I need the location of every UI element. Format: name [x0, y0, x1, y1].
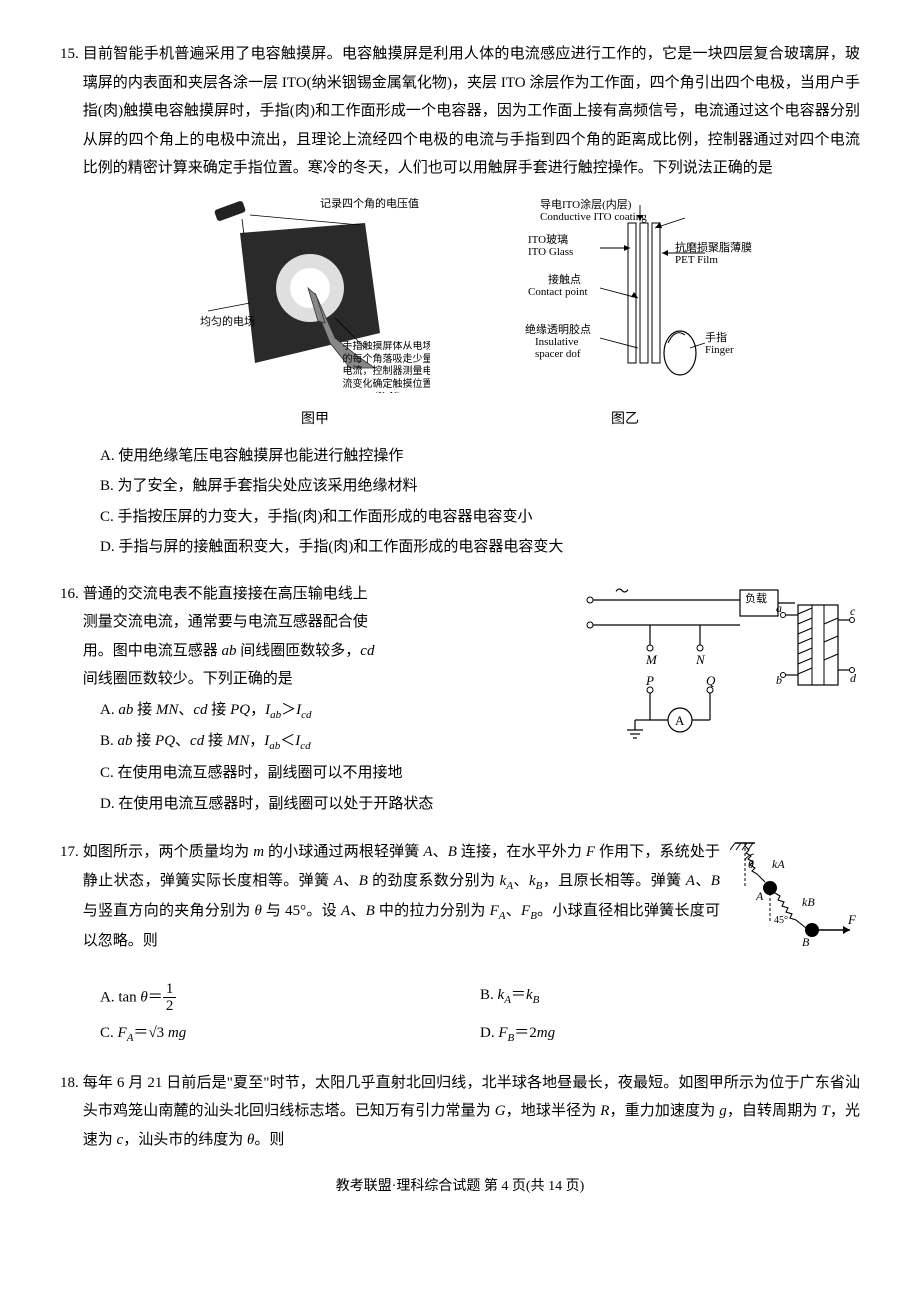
- lbl-contact-cn: 接触点: [548, 272, 581, 286]
- lbl-spacer-cn: 绝缘透明胶点: [525, 322, 591, 336]
- lbl-spacer-en2: spacer dof: [535, 348, 581, 360]
- svg-text:c: c: [850, 604, 856, 618]
- q15-option-a: A. 使用绝缘笔压电容触摸屏也能进行触控操作: [100, 442, 860, 471]
- q16-option-b: B. ab 接 PQ、cd 接 MN，Iab＜Icd: [100, 727, 570, 757]
- svg-text:P: P: [645, 673, 654, 688]
- svg-text:kB: kB: [802, 895, 815, 909]
- lbl-finger-cn: 手指: [705, 330, 727, 344]
- svg-text:B: B: [802, 935, 810, 949]
- svg-text:45°: 45°: [774, 915, 788, 926]
- svg-text:M: M: [645, 652, 658, 667]
- q15-option-c: C. 手指按压屏的力变大，手指(肉)和工作面形成的电容器电容变小: [100, 503, 860, 532]
- q17-option-d: D. FB＝2mg: [480, 1019, 860, 1049]
- q16-options: A. ab 接 MN、cd 接 PQ，Iab＞Icd B. ab 接 PQ、cd…: [100, 696, 570, 819]
- q17-option-c: C. FA＝√3 mg: [100, 1019, 480, 1049]
- q18-text: 每年 6 月 21 日前后是"夏至"时节，太阳几乎直射北回归线，北半球各地昼最长…: [83, 1069, 860, 1155]
- touchscreen-layers-diagram-icon: 导电ITO涂层(内层) Conductive ITO coating ITO玻璃…: [490, 193, 760, 393]
- q17-option-a: A. tan θ＝12: [100, 981, 480, 1015]
- q15-options: A. 使用绝缘笔压电容触摸屏也能进行触控操作 B. 为了安全，触屏手套指尖处应该…: [100, 442, 860, 562]
- svg-text:N: N: [695, 652, 706, 667]
- lbl-ito-coating-en: Conductive ITO coating: [540, 211, 647, 223]
- q16-text: 普通的交流电表不能直接接在高压输电线上 测量交流电流，通常要与电流互感器配合使 …: [83, 580, 570, 694]
- svg-text:Q: Q: [706, 673, 716, 688]
- q16-option-c: C. 在使用电流互感器时，副线圈可以不用接地: [100, 759, 570, 788]
- q15-number: 15.: [60, 40, 79, 69]
- q16-option-d: D. 在使用电流互感器时，副线圈可以处于开路状态: [100, 790, 570, 819]
- q17-spring-diagram: θ kA A kB 45° B F: [730, 838, 860, 979]
- svg-text:a: a: [776, 601, 782, 615]
- svg-text:F: F: [847, 912, 857, 927]
- svg-text:d: d: [850, 671, 857, 685]
- q16-number: 16.: [60, 580, 79, 609]
- question-18: 18. 每年 6 月 21 日前后是"夏至"时节，太阳几乎直射北回归线，北半球各…: [60, 1069, 860, 1155]
- question-15: 15. 目前智能手机普遍采用了电容触摸屏。电容触摸屏是利用人体的电流感应进行工作…: [60, 40, 860, 562]
- q15-option-d: D. 手指与屏的接触面积变大，手指(肉)和工作面形成的电容器电容变大: [100, 533, 860, 562]
- q18-number: 18.: [60, 1069, 79, 1098]
- q17-text: 如图所示，两个质量均为 m 的小球通过两根轻弹簧 A、B 连接，在水平外力 F …: [83, 838, 720, 955]
- q15-option-b: B. 为了安全，触屏手套指尖处应该采用绝缘材料: [100, 472, 860, 501]
- q15-figure-yi: 导电ITO涂层(内层) Conductive ITO coating ITO玻璃…: [490, 193, 760, 434]
- lbl-ito-coating-cn: 导电ITO涂层(内层): [540, 197, 632, 211]
- q15-text: 目前智能手机普遍采用了电容触摸屏。电容触摸屏是利用人体的电流感应进行工作的，它是…: [83, 40, 860, 183]
- q15-fig1-caption: 图甲: [200, 407, 430, 434]
- q15-figure-jia: 记录四个角的电压值 均匀的电场 手指触摸屏体从电场的每个角落吸走少量电流，控制器…: [200, 193, 430, 434]
- q17-number: 17.: [60, 838, 79, 867]
- lbl-contact-en: Contact point: [528, 286, 588, 298]
- lbl-spacer-en1: Insulative: [535, 336, 578, 348]
- transformer-circuit-icon: ～ 负载 M N P: [580, 580, 860, 750]
- lbl-pet-cn: 抗磨损聚脂薄膜: [675, 240, 752, 254]
- q17-options: A. tan θ＝12 B. kA＝kB C. FA＝√3 mg D. FB＝2…: [100, 979, 860, 1051]
- svg-text:A: A: [675, 713, 685, 728]
- q15-fig1-annot-left: 均匀的电场: [200, 314, 255, 328]
- q16-option-a: A. ab 接 MN、cd 接 PQ，Iab＞Icd: [100, 696, 570, 726]
- question-16: 16. 普通的交流电表不能直接接在高压输电线上 测量交流电流，通常要与电流互感器…: [60, 580, 860, 821]
- lbl-pet-en: PET Film: [675, 254, 718, 266]
- svg-text:负载: 负载: [745, 591, 767, 605]
- svg-text:kA: kA: [772, 857, 785, 871]
- page-footer: 教考联盟·理科综合试题 第 4 页(共 14 页): [60, 1174, 860, 1201]
- svg-text:～: ～: [615, 585, 629, 600]
- question-17: 17. 如图所示，两个质量均为 m 的小球通过两根轻弹簧 A、B 连接，在水平外…: [60, 838, 860, 1050]
- q15-figures: 记录四个角的电压值 均匀的电场 手指触摸屏体从电场的每个角落吸走少量电流，控制器…: [100, 193, 860, 434]
- q15-fig1-annot-right: 手指触摸屏体从电场的每个角落吸走少量电流，控制器测量电流变化确定触摸位置(X, …: [340, 341, 430, 393]
- springs-diagram-icon: θ kA A kB 45° B F: [730, 838, 860, 968]
- q16-circuit-diagram: ～ 负载 M N P: [580, 580, 860, 761]
- q15-fig2-caption: 图乙: [490, 407, 760, 434]
- q17-option-b: B. kA＝kB: [480, 981, 860, 1015]
- q15-fig1-annot-top: 记录四个角的电压值: [320, 196, 419, 210]
- lbl-finger-en: Finger: [705, 344, 734, 356]
- touchscreen-diagram-icon: 记录四个角的电压值 均匀的电场 手指触摸屏体从电场的每个角落吸走少量电流，控制器…: [200, 193, 430, 393]
- svg-text:b: b: [776, 673, 782, 687]
- svg-text:A: A: [755, 889, 764, 903]
- lbl-ito-glass-en: ITO Glass: [528, 246, 573, 258]
- lbl-ito-glass-cn: ITO玻璃: [528, 232, 568, 246]
